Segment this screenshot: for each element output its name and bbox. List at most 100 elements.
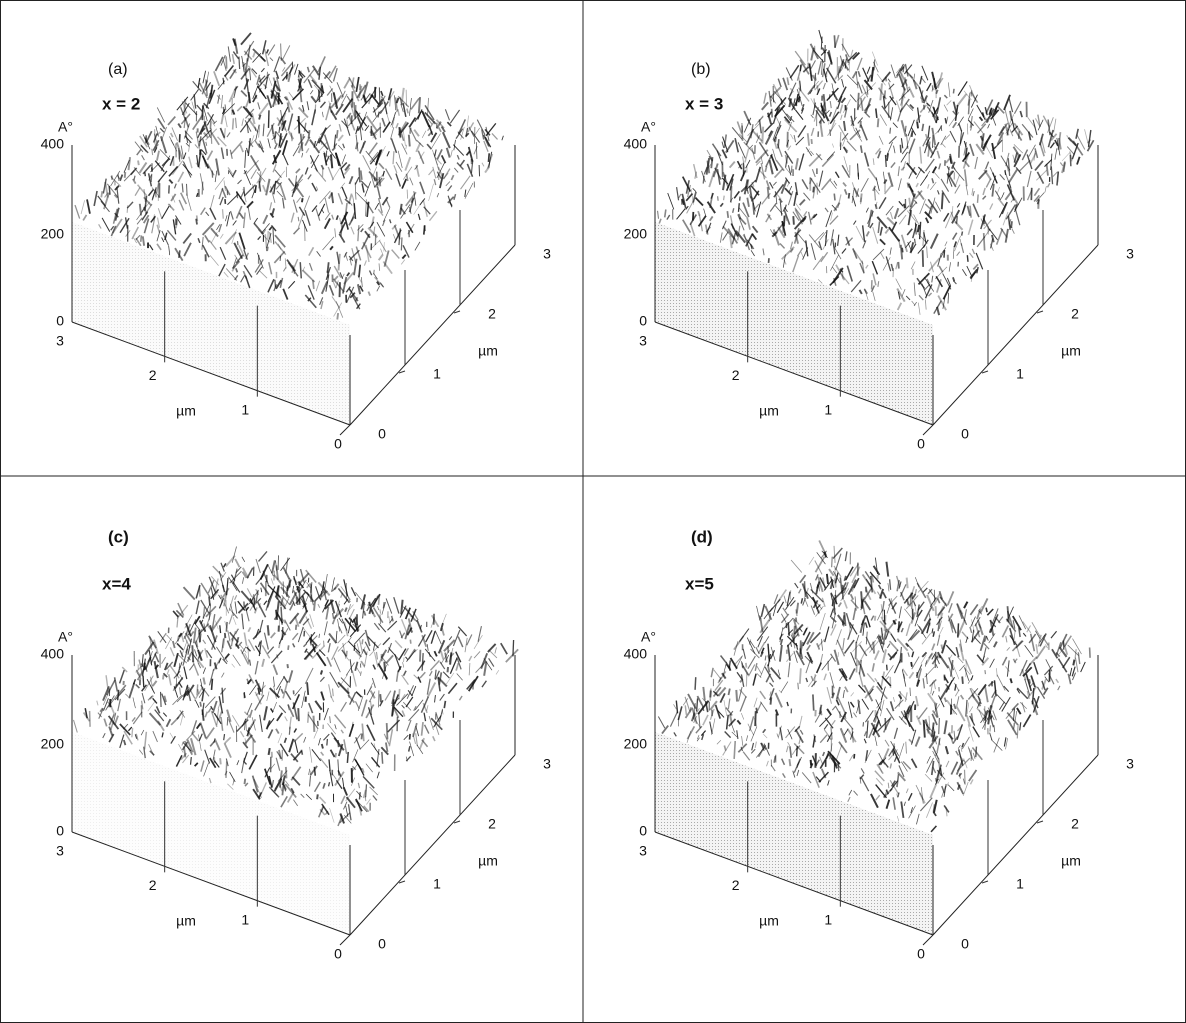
surface-stroke	[387, 621, 396, 630]
surface-stroke	[323, 734, 329, 740]
surface-stroke	[862, 778, 869, 791]
surface-stroke	[356, 760, 364, 776]
surface-stroke	[403, 662, 404, 667]
surface-stroke	[998, 198, 1004, 206]
surface-stroke	[901, 138, 902, 148]
surface-stroke	[283, 775, 285, 785]
surface-stroke	[474, 651, 480, 658]
surface-stroke	[929, 293, 932, 296]
surface-stroke	[137, 218, 142, 225]
surface-stroke	[469, 663, 470, 675]
surface-stroke	[401, 237, 402, 250]
surface-stroke	[120, 175, 122, 181]
surface-stroke	[437, 149, 442, 159]
surface-stroke	[902, 248, 903, 253]
surface-stroke	[331, 111, 336, 120]
surface-stroke	[1029, 679, 1030, 684]
y-tick-label: 1	[433, 366, 441, 382]
surface-stroke	[271, 651, 282, 663]
surface-stroke	[861, 768, 864, 773]
surface-stroke	[434, 651, 436, 656]
surface-stroke	[174, 184, 176, 189]
surface-stroke	[239, 213, 243, 219]
y-axis	[350, 245, 515, 425]
surface-stroke	[843, 183, 846, 187]
surface-stroke	[823, 83, 825, 89]
surface-stroke	[453, 145, 463, 156]
surface-stroke	[744, 111, 748, 121]
surface-stroke	[890, 128, 891, 134]
front-face	[72, 222, 350, 425]
surface-stroke	[410, 734, 411, 740]
surface-stroke	[840, 105, 843, 114]
surface-stroke	[310, 263, 313, 271]
surface-stroke	[757, 666, 762, 674]
surface-stroke	[406, 145, 407, 149]
surface-stroke	[475, 128, 480, 135]
surface-stroke	[954, 731, 955, 741]
surface-stroke	[909, 87, 914, 98]
surface-stroke	[758, 702, 762, 710]
surface-stroke	[328, 167, 333, 180]
surface-stroke	[809, 212, 812, 225]
surface-stroke	[968, 747, 972, 760]
surface-stroke	[865, 622, 867, 627]
surface-stroke	[946, 746, 948, 754]
composition: x = 2	[102, 94, 140, 113]
surface-stroke	[338, 193, 342, 204]
surface-stroke	[827, 68, 836, 83]
surface-stroke	[224, 272, 228, 277]
surface-stroke	[737, 122, 741, 134]
surface-stroke	[728, 689, 729, 695]
surface-stroke	[875, 736, 877, 746]
surface-stroke	[800, 200, 805, 206]
surface-stroke	[865, 710, 873, 722]
surface-stroke	[796, 137, 804, 145]
surface-stroke	[893, 797, 895, 809]
surface-stroke	[890, 248, 891, 255]
surface-stroke	[838, 235, 839, 246]
surface-stroke	[765, 166, 766, 172]
surface-stroke	[728, 699, 729, 709]
surface-stroke	[424, 713, 425, 721]
surface-stroke	[314, 601, 315, 611]
surface-stroke	[850, 95, 856, 103]
surface-stroke	[856, 226, 863, 240]
surface-stroke	[283, 289, 287, 300]
surface-stroke	[1034, 151, 1035, 161]
surface-stroke	[944, 720, 946, 734]
surface-stroke	[183, 233, 191, 243]
surface-stroke	[404, 735, 408, 740]
surface-stroke	[102, 218, 110, 232]
surface-stroke	[275, 235, 285, 247]
surface-stroke	[945, 134, 950, 139]
surface-stroke	[191, 757, 192, 765]
surface-stroke	[233, 617, 236, 625]
surface-stroke	[363, 155, 371, 170]
surface-stroke	[832, 267, 837, 273]
surface-stroke	[331, 733, 337, 741]
surface-stroke	[292, 777, 300, 785]
surface-stroke	[193, 660, 199, 675]
surface-stroke	[215, 171, 217, 182]
surface-stroke	[914, 282, 915, 295]
surface-stroke	[921, 77, 925, 82]
surface-stroke	[221, 673, 224, 678]
surface-stroke	[204, 763, 209, 776]
surface-stroke	[261, 583, 269, 595]
surface-stroke	[251, 155, 260, 170]
surface-stroke	[903, 761, 911, 769]
surface-stroke	[271, 633, 275, 638]
surface-stroke	[362, 184, 364, 193]
surface-stroke	[430, 211, 437, 220]
surface-stroke	[757, 673, 761, 677]
surface-stroke	[822, 154, 833, 166]
surface-stroke	[946, 761, 949, 767]
surface-stroke	[390, 127, 393, 139]
surface-stroke	[896, 101, 900, 113]
surface-stroke	[286, 64, 294, 78]
surface-stroke	[182, 741, 184, 745]
surface-stroke	[861, 198, 862, 205]
surface-stroke	[337, 82, 343, 97]
surface-stroke	[861, 178, 868, 192]
